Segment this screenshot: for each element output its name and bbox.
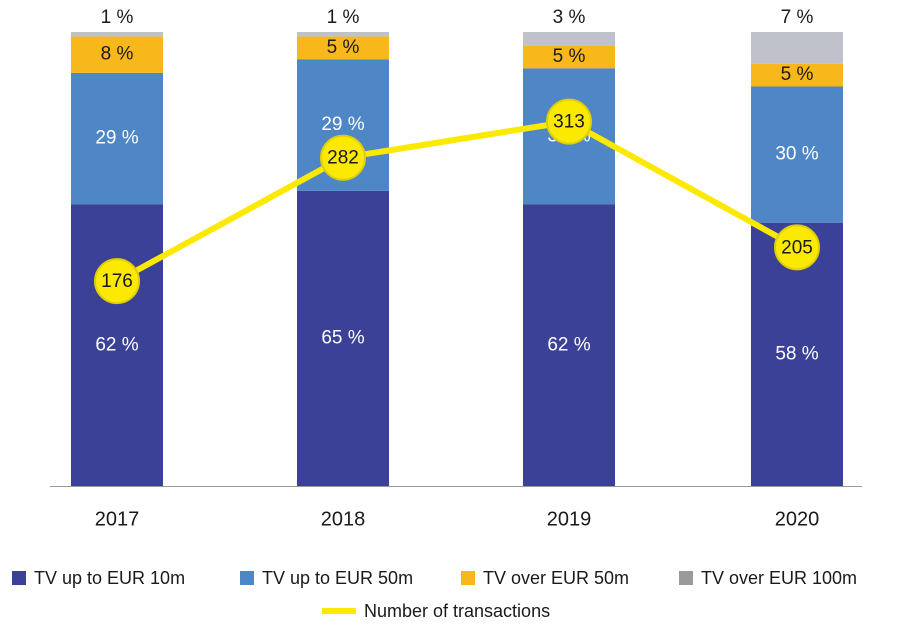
value-label: 62 % [95,334,138,355]
line-marker [320,134,366,181]
legend-label: TV up to EUR 10m [34,568,185,588]
legend-swatch [679,571,693,585]
bar-segment [297,32,389,37]
bar-segment [297,190,389,486]
legend-label: TV up to EUR 50m [262,568,413,588]
value-label: 5 % [781,64,814,85]
x-tick-label: 2017 [95,508,140,530]
bar-segment [751,32,843,64]
value-label: 3 % [553,7,586,28]
bar-segment [71,72,163,205]
value-label: 1 % [101,7,134,28]
legend-label: Number of transactions [364,601,550,621]
line-marker [94,258,140,305]
line-value-label: 176 [101,271,133,292]
line-value-label: 282 [327,148,359,169]
bar-segment [751,63,843,87]
line-marker [546,98,592,145]
x-tick-label: 2020 [775,508,820,530]
bar-segment [523,32,615,46]
value-label: 29 % [321,114,364,135]
value-label: 29 % [95,128,138,149]
bar-segment [71,36,163,73]
bar-segment [751,86,843,223]
value-label: 65 % [321,327,364,348]
x-tick-label: 2018 [321,508,366,530]
legend-label: TV over EUR 50m [483,568,629,588]
value-label: 5 % [553,46,586,67]
line [115,118,799,284]
line-marker [774,224,820,271]
x-tick-label: 2019 [547,508,592,530]
value-label: 30 % [775,144,818,165]
value-label: 5 % [327,37,360,58]
bar-segment [523,204,615,486]
bar-segment [523,45,615,69]
line-value-label: 313 [553,112,585,133]
bar-segment [71,32,163,37]
legend-swatch [240,571,254,585]
value-label: 58 % [775,343,818,364]
legend-swatch [461,571,475,585]
legend-swatch [12,571,26,585]
bar-segment [71,204,163,486]
line-value-label: 205 [781,237,813,258]
value-label: 62 % [547,334,590,355]
legend-label: TV over EUR 100m [701,568,857,588]
bar-segment [297,36,389,60]
value-label: 1 % [327,7,360,28]
value-label: 8 % [101,44,134,65]
value-label: 7 % [781,7,814,28]
